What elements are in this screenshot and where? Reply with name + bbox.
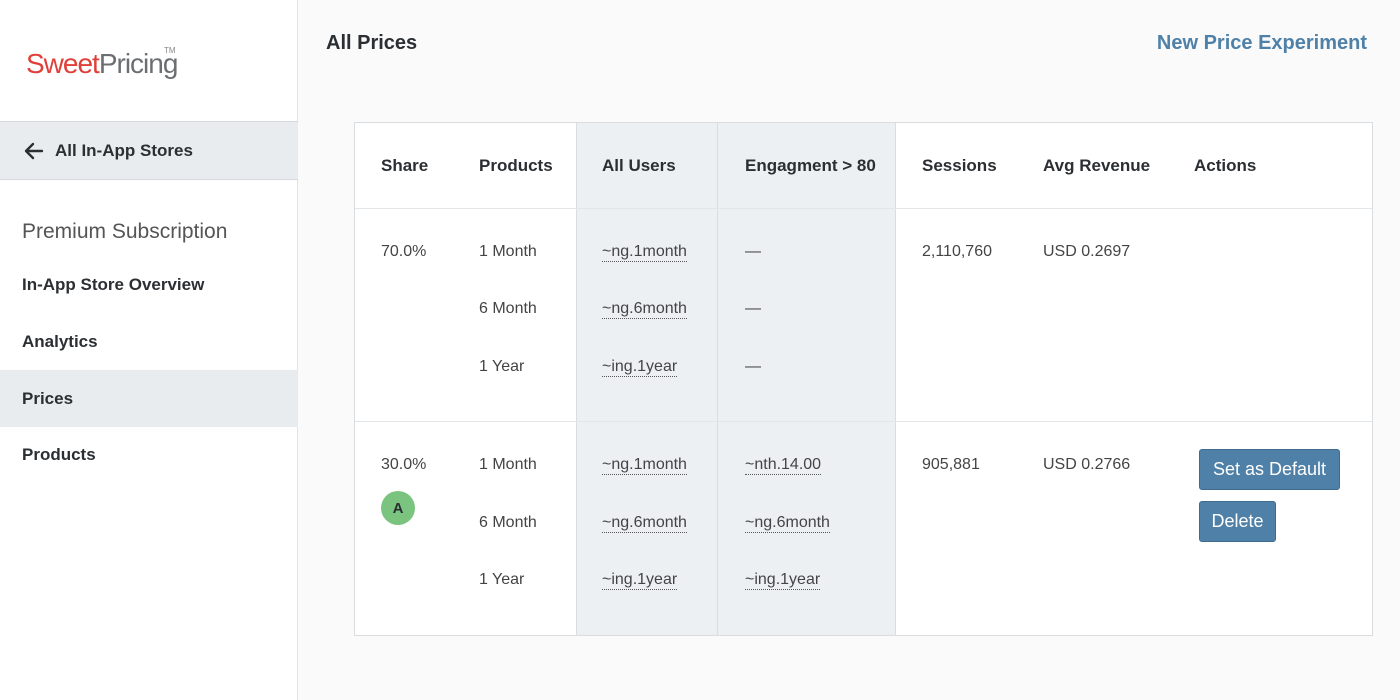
arrow-left-icon <box>24 142 44 159</box>
avg-revenue-value: USD 0.2697 <box>1043 243 1131 260</box>
empty-dash: — <box>745 243 761 260</box>
sidebar-item-prices[interactable]: Prices <box>0 370 298 427</box>
product-id-link[interactable]: ~nth.14.00 <box>745 456 822 475</box>
header-divider <box>355 208 1372 209</box>
sidebar-item-analytics[interactable]: Analytics <box>22 331 98 351</box>
product-id-link[interactable]: ~ing.1year <box>602 571 678 590</box>
product-id-link[interactable]: ~ng.1month <box>602 243 687 262</box>
prices-table: Share Products All Users Engagment > 80 … <box>354 122 1373 636</box>
new-price-experiment-link[interactable]: New Price Experiment <box>1156 32 1367 54</box>
back-to-stores-button[interactable]: All In-App Stores <box>0 121 298 180</box>
empty-dash: — <box>745 300 761 317</box>
product-name: 6 Month <box>479 514 537 531</box>
share-value: 30.0% <box>381 456 427 473</box>
main-content: All Prices New Price Experiment Share Pr… <box>299 0 1400 700</box>
sessions-value: 2,110,760 <box>922 243 992 260</box>
logo-pricing-text: Pricing <box>98 48 179 79</box>
set-as-default-button[interactable]: Set as Default <box>1199 449 1340 490</box>
product-id-link[interactable]: ~ing.1year <box>602 358 678 377</box>
sweetpricing-logo[interactable]: SweetPricing TM <box>26 46 179 88</box>
avg-revenue-value: USD 0.2766 <box>1043 456 1131 473</box>
header-engagement: Engagment > 80 <box>745 156 876 175</box>
product-id-link[interactable]: ~ng.6month <box>745 514 830 533</box>
sidebar-item-products[interactable]: Products <box>22 444 96 464</box>
delete-button[interactable]: Delete <box>1199 501 1276 542</box>
sidebar-item-overview[interactable]: In-App Store Overview <box>22 274 205 294</box>
page-title: All Prices <box>326 32 418 54</box>
all-users-column-bg <box>576 123 718 635</box>
header-all-users: All Users <box>602 156 676 175</box>
product-id-link[interactable]: ~ng.6month <box>602 300 687 319</box>
engagement-column-bg <box>718 123 896 635</box>
header-sessions: Sessions <box>922 156 997 175</box>
product-name: 1 Year <box>479 571 525 588</box>
variant-badge: A <box>381 491 415 525</box>
row-divider <box>355 421 1372 422</box>
product-name: 6 Month <box>479 300 537 317</box>
section-title: Premium Subscription <box>22 220 228 243</box>
product-name: 1 Year <box>479 358 525 375</box>
header-avg-revenue: Avg Revenue <box>1043 156 1151 175</box>
header-products: Products <box>479 156 553 175</box>
product-name: 1 Month <box>479 243 537 260</box>
logo-trademark: TM <box>164 46 176 55</box>
header-actions: Actions <box>1194 156 1257 175</box>
product-id-link[interactable]: ~ng.6month <box>602 514 687 533</box>
share-value: 70.0% <box>381 243 427 260</box>
sidebar: SweetPricing TM All In-App Stores Premiu… <box>0 0 298 700</box>
product-id-link[interactable]: ~ng.1month <box>602 456 687 475</box>
empty-dash: — <box>745 358 761 375</box>
header-share: Share <box>381 156 429 175</box>
logo-sweet-text: Sweet <box>26 48 100 79</box>
product-id-link[interactable]: ~ing.1year <box>745 571 821 590</box>
sessions-value: 905,881 <box>922 456 980 473</box>
back-label: All In-App Stores <box>55 140 193 160</box>
product-name: 1 Month <box>479 456 537 473</box>
